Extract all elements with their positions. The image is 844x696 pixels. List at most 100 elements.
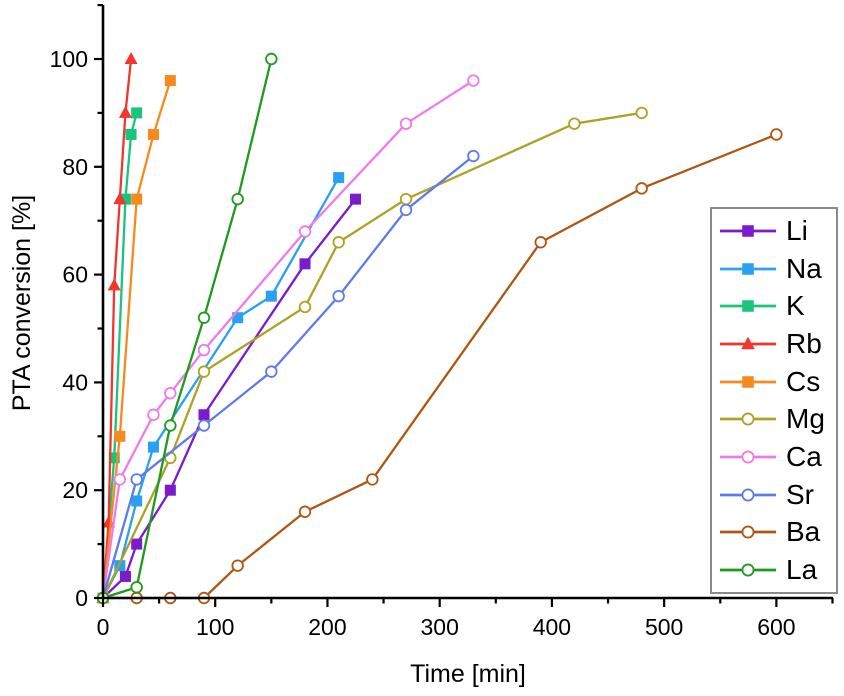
legend-label: Cs: [786, 365, 821, 397]
series-Ba: [96, 128, 783, 605]
legend-item-Cs: Cs: [719, 365, 836, 397]
marker-square: [148, 128, 160, 140]
marker-square: [299, 258, 311, 270]
marker-circle: [467, 149, 480, 163]
legend-marker-La: [720, 563, 776, 577]
legend-label: K: [786, 290, 805, 322]
x-tick-label: 600: [757, 614, 795, 640]
marker-circle: [130, 581, 143, 594]
legend-item-Li: Li: [719, 214, 836, 246]
marker-circle: [741, 563, 755, 577]
marker-circle: [399, 203, 413, 217]
marker-square: [742, 262, 754, 275]
marker-circle: [164, 386, 177, 400]
marker-circle: [332, 236, 345, 249]
marker-square: [108, 452, 120, 464]
x-tick-label: 300: [421, 614, 459, 640]
marker-square: [232, 312, 244, 324]
marker-circle: [635, 182, 648, 195]
marker-square: [164, 75, 176, 87]
legend-item-Sr: Sr: [719, 478, 836, 510]
legend: Li Na K Rb Cs Mg Ca Sr Ba La: [710, 207, 838, 594]
marker-square: [148, 441, 160, 453]
marker-circle: [741, 525, 755, 539]
marker-triangle: [113, 192, 127, 205]
legend-marker-Ca: [720, 450, 776, 464]
legend-label: La: [786, 554, 818, 586]
y-tick-label: 40: [62, 369, 88, 395]
marker-circle: [467, 74, 480, 87]
legend-item-Ca: Ca: [719, 440, 836, 472]
marker-circle: [197, 419, 211, 432]
y-tick-label: 60: [62, 262, 88, 288]
marker-circle: [231, 559, 244, 572]
legend-label: Sr: [786, 478, 814, 510]
x-axis-title: Time [min]: [410, 660, 526, 688]
marker-square: [114, 560, 126, 572]
legend-item-Rb: Rb: [719, 327, 836, 359]
series-Mg: [96, 106, 648, 605]
marker-circle: [741, 488, 755, 502]
marker-square: [164, 484, 176, 496]
legend-marker-Li: [720, 225, 776, 237]
marker-square: [742, 375, 754, 388]
y-tick-label: 100: [50, 46, 88, 72]
marker-circle: [265, 365, 278, 378]
marker-triangle: [102, 515, 116, 528]
y-tick-label: 80: [62, 154, 88, 180]
marker-circle: [147, 408, 160, 421]
marker-circle: [197, 365, 211, 378]
marker-circle: [298, 300, 312, 314]
marker-circle: [298, 505, 312, 518]
x-tick-label: 0: [97, 614, 110, 640]
marker-square: [131, 538, 143, 550]
legend-marker-Sr: [720, 488, 776, 502]
marker-square: [131, 495, 143, 507]
marker-circle: [231, 192, 244, 206]
legend-item-Na: Na: [719, 252, 836, 284]
marker-square: [742, 225, 754, 237]
x-tick-label: 100: [196, 614, 234, 640]
marker-square: [742, 300, 754, 312]
legend-label: Ca: [786, 440, 822, 472]
marker-circle: [265, 52, 278, 66]
marker-circle: [197, 343, 211, 357]
marker-circle: [741, 412, 755, 426]
legend-item-Mg: Mg: [719, 405, 836, 433]
marker-circle: [298, 225, 312, 238]
marker-square: [131, 107, 143, 119]
legend-label: Na: [786, 252, 822, 284]
marker-circle: [399, 117, 413, 130]
marker-square: [131, 193, 143, 205]
legend-label: Ba: [786, 516, 821, 548]
marker-square: [333, 172, 345, 184]
legend-marker-Cs: [720, 375, 776, 388]
legend-marker-K: [720, 300, 776, 312]
legend-label: Rb: [786, 327, 822, 359]
series-group: [96, 52, 783, 605]
axes-group: 0 20 40 60 80 100 0 100 200 300 400 500 600: [50, 3, 834, 640]
y-tick-label: 20: [62, 477, 88, 503]
marker-triangle: [741, 336, 755, 350]
marker-square: [114, 430, 126, 442]
legend-item-K: K: [719, 292, 836, 320]
legend-item-Ba: Ba: [719, 518, 836, 546]
series-Sr: [96, 149, 480, 605]
marker-square: [350, 193, 362, 205]
legend-marker-Na: [720, 262, 776, 275]
marker-circle: [568, 117, 581, 130]
marker-square: [119, 193, 131, 205]
marker-circle: [130, 473, 143, 486]
marker-triangle: [124, 52, 138, 64]
marker-circle: [741, 450, 755, 464]
legend-marker-Rb: [720, 336, 776, 350]
legend-label: Li: [786, 214, 808, 246]
marker-circle: [399, 192, 413, 206]
x-tick-label: 500: [645, 614, 683, 640]
marker-circle: [197, 311, 211, 324]
marker-square: [119, 570, 131, 582]
marker-circle: [635, 106, 648, 120]
x-tick-label: 400: [533, 614, 571, 640]
